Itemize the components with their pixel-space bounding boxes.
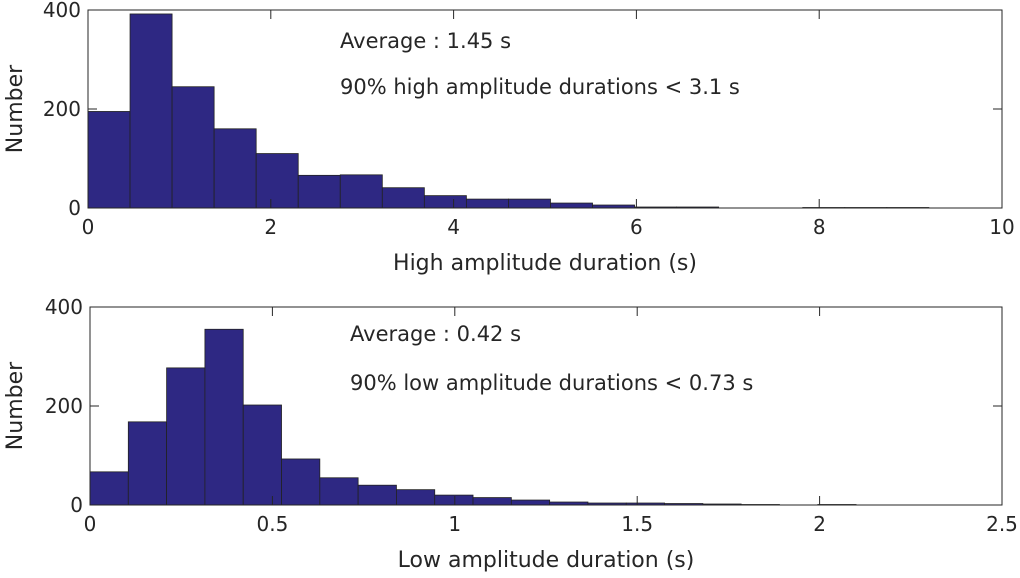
histogram-bar bbox=[508, 199, 550, 208]
histogram-bar bbox=[130, 14, 172, 208]
x-axis-label: High amplitude duration (s) bbox=[393, 251, 697, 276]
histogram-bar bbox=[128, 422, 166, 505]
x-tick-label: 0.5 bbox=[256, 512, 288, 536]
x-tick-label: 2.5 bbox=[986, 512, 1018, 536]
y-tick-label: 200 bbox=[45, 394, 83, 418]
y-axis-label: Number bbox=[3, 361, 28, 450]
histogram-bar bbox=[205, 329, 243, 505]
y-axis-label: Number bbox=[3, 64, 28, 153]
annotation-text: 90% high amplitude durations < 3.1 s bbox=[340, 75, 740, 99]
histogram-bar bbox=[256, 154, 298, 208]
x-tick-label: 10 bbox=[989, 215, 1014, 239]
histogram-bar bbox=[167, 368, 205, 505]
subplot-1: 0 2 4 6 8 10 0 200 400 High amplitude duration (s… bbox=[3, 0, 1015, 276]
histogram-bar bbox=[90, 472, 128, 505]
histogram-bar bbox=[550, 203, 592, 208]
y-tick-label: 400 bbox=[43, 0, 81, 22]
x-tick-label: 2 bbox=[264, 215, 277, 239]
y-tick-label: 400 bbox=[45, 295, 83, 319]
histogram-bar bbox=[340, 175, 382, 208]
histogram-bar bbox=[511, 500, 549, 505]
subplot-2: 0 0.5 1 1.5 2 2.5 0 200 400 Low amplitude duratio… bbox=[3, 295, 1018, 573]
histogram-bar bbox=[214, 129, 256, 208]
x-tick-label: 4 bbox=[447, 215, 460, 239]
histogram-bar bbox=[473, 498, 511, 505]
annotation-text: Average : 0.42 s bbox=[350, 322, 521, 346]
y-tick-label: 200 bbox=[43, 97, 81, 121]
histogram-bar bbox=[298, 175, 340, 208]
histogram-bar bbox=[382, 188, 424, 208]
y-tick-label: 0 bbox=[68, 196, 81, 220]
histogram-bar bbox=[320, 478, 358, 505]
histogram-bar bbox=[282, 459, 320, 505]
annotation-text: 90% low amplitude durations < 0.73 s bbox=[350, 371, 753, 395]
x-tick-label: 0 bbox=[84, 512, 97, 536]
x-tick-label: 1.5 bbox=[621, 512, 653, 536]
annotation-text: Average : 1.45 s bbox=[340, 29, 511, 53]
histogram-bar bbox=[243, 405, 281, 505]
histogram-bar bbox=[466, 199, 508, 208]
histogram-bar bbox=[172, 87, 214, 208]
y-tick-label: 0 bbox=[70, 493, 83, 517]
x-tick-label: 0 bbox=[82, 215, 95, 239]
x-tick-label: 2 bbox=[813, 512, 826, 536]
histogram-bar bbox=[396, 490, 434, 505]
x-tick-label: 1 bbox=[448, 512, 461, 536]
x-axis-label: Low amplitude duration (s) bbox=[398, 548, 695, 573]
histogram-bar bbox=[358, 485, 396, 505]
x-tick-label: 8 bbox=[813, 215, 826, 239]
histogram-bar bbox=[88, 111, 130, 208]
histogram-bar bbox=[424, 196, 466, 208]
histogram-bar bbox=[435, 495, 473, 505]
x-tick-label: 6 bbox=[630, 215, 643, 239]
